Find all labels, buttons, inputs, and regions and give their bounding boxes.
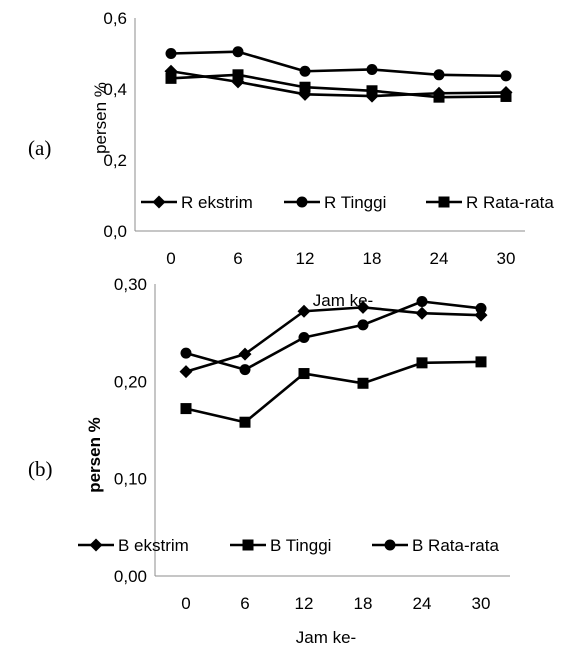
chart-a-data-point	[433, 91, 445, 103]
chart-a-data-point	[232, 46, 244, 58]
chart-a-x-tick-label: 18	[363, 249, 382, 268]
chart-a-legend-label: R ekstrim	[181, 193, 253, 212]
chart-a-data-point	[165, 72, 177, 84]
chart-a-legend-marker	[296, 196, 308, 208]
panel-label-a: (a)	[28, 136, 52, 160]
chart-a-data-point	[232, 69, 244, 81]
chart-a-series-line	[170, 73, 507, 99]
chart-a-legend-marker	[438, 196, 450, 208]
chart-a-y-tick-label: 0,6	[103, 9, 127, 28]
chart-a-legend-marker	[152, 195, 166, 209]
chart-a-legend-label: R Rata-rata	[466, 193, 554, 212]
chart-a-x-tick-label: 6	[233, 249, 242, 268]
chart-a-x-tick-label: 24	[430, 249, 449, 268]
chart-a-series-line	[170, 50, 507, 78]
chart-a-x-tick-label: 0	[166, 249, 175, 268]
chart-a-data-point	[500, 70, 512, 82]
y-axis-label-a: persen %	[91, 82, 110, 154]
chart-a-series-line	[170, 69, 507, 98]
chart-a-data-point	[299, 65, 311, 77]
chart-a-x-tick-label: 30	[497, 249, 516, 268]
chart-a-x-tick-label: 12	[296, 249, 315, 268]
panel-label-b: (b)	[28, 457, 53, 481]
chart-a-data-point	[165, 48, 177, 59]
chart-a-data-point	[366, 85, 378, 97]
chart-a-data-point	[366, 63, 378, 75]
chart-a-y-tick-label: 0,2	[103, 151, 127, 170]
chart-a-legend-label: R Tinggi	[324, 193, 386, 212]
chart-a-y-tick-label: 0,0	[103, 222, 127, 241]
chart-a-data-point	[299, 81, 311, 93]
x-axis-label-a: Jam ke-	[313, 291, 373, 310]
chart-a-y-tick-label: 0,4	[103, 80, 127, 99]
chart-a-data-point	[500, 90, 512, 102]
chart-a-data-point	[433, 69, 445, 81]
